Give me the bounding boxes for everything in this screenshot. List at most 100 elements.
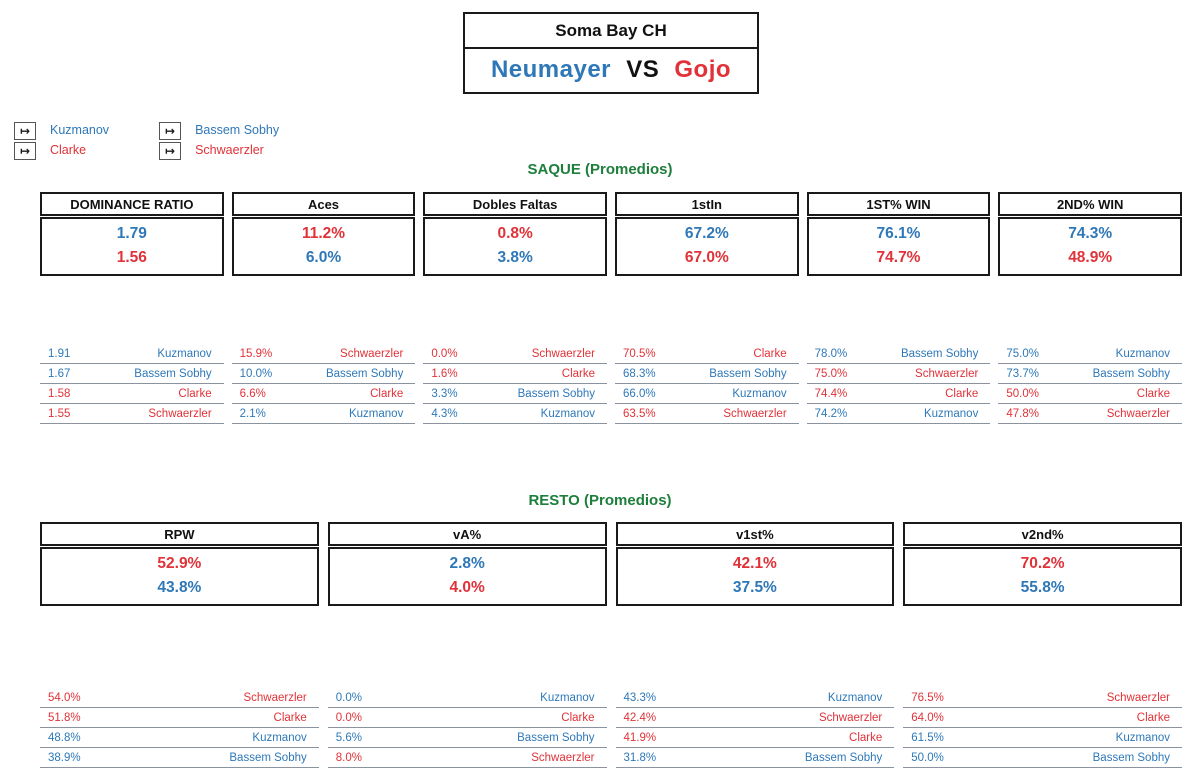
stat-values: 2.8% 4.0% bbox=[327, 547, 607, 606]
stat-box-1st-win: 1ST% WIN 76.1% 74.7% bbox=[806, 192, 991, 276]
ranking-value: 38.9% bbox=[48, 751, 81, 764]
ranking-player: Bassem Sobhy bbox=[229, 751, 307, 764]
legend-group-1: ↦ Kuzmanov ↦ Clarke bbox=[14, 120, 109, 160]
ranking-row: 1.58 Clarke bbox=[40, 384, 224, 404]
ranking-player: Bassem Sobhy bbox=[1092, 751, 1170, 764]
stat-value: 2.8% bbox=[449, 555, 485, 572]
ranking-player: Clarke bbox=[1136, 711, 1170, 724]
jump-arrow-button[interactable]: ↦ bbox=[14, 121, 36, 140]
ranking-value: 1.91 bbox=[48, 347, 71, 360]
ranking-value: 4.3% bbox=[431, 407, 458, 420]
ranking-value: 43.3% bbox=[623, 691, 657, 704]
ranking-player: Clarke bbox=[178, 387, 212, 400]
ranking-row: 73.7% Bassem Sobhy bbox=[998, 364, 1182, 384]
ranking-value: 6.6% bbox=[239, 387, 266, 400]
ranking-value: 75.0% bbox=[814, 367, 848, 380]
ranking-value: 66.0% bbox=[623, 387, 656, 400]
ranking-column: 0.0% Schwaerzler 1.6% Clarke 3.3% Bassem Sobh… bbox=[423, 344, 607, 424]
ranking-value: 75.0% bbox=[1006, 347, 1039, 360]
ranking-value: 54.0% bbox=[48, 691, 81, 704]
ranking-row: 6.6% Clarke bbox=[231, 384, 416, 404]
legend-row: ↦ Kuzmanov bbox=[14, 120, 109, 140]
ranking-column: 70.5% Clarke 68.3% Bassem Sobhy 66.0% Kuzmano… bbox=[615, 344, 799, 424]
ranking-row: 50.0% Bassem Sobhy bbox=[903, 748, 1182, 768]
ranking-row: 4.3% Kuzmanov bbox=[423, 404, 607, 424]
stat-label: Aces bbox=[231, 192, 416, 216]
ranking-player: Bassem Sobhy bbox=[1092, 367, 1170, 380]
ranking-row: 74.2% Kuzmanov bbox=[806, 404, 991, 424]
stat-values: 76.1% 74.7% bbox=[806, 217, 991, 276]
ranking-value: 2.1% bbox=[239, 407, 266, 420]
ranking-player: Clarke bbox=[849, 731, 883, 744]
ranking-value: 10.0% bbox=[239, 367, 273, 380]
stat-value: 4.0% bbox=[449, 579, 485, 596]
jump-arrow-button[interactable]: ↦ bbox=[159, 121, 182, 140]
stat-value: 3.8% bbox=[497, 249, 533, 266]
ranking-value: 70.5% bbox=[623, 347, 656, 360]
ranking-player: Kuzmanov bbox=[252, 731, 307, 744]
ranking-player: Schwaerzler bbox=[531, 751, 595, 764]
ranking-player: Schwaerzler bbox=[1106, 407, 1170, 420]
stat-value: 11.2% bbox=[301, 225, 346, 242]
section-title-saque: SAQUE (Promedios) bbox=[527, 161, 673, 178]
ranking-value: 50.0% bbox=[911, 751, 944, 764]
ranking-player: Bassem Sobhy bbox=[134, 367, 212, 380]
ranking-value: 5.6% bbox=[335, 731, 362, 744]
player2-name: Gojo bbox=[674, 56, 732, 83]
players-legend: ↦ Kuzmanov ↦ Clarke ↦ Bassem Sobhy ↦ Sch… bbox=[14, 120, 279, 160]
ranking-player: Schwaerzler bbox=[915, 367, 979, 380]
ranking-player: Bassem Sobhy bbox=[325, 367, 404, 380]
stat-value: 1.79 bbox=[116, 225, 147, 242]
saque-rankings-grid: 1.91 Kuzmanov 1.67 Bassem Sobhy 1.58 Clarke 1.… bbox=[40, 344, 1182, 424]
jump-arrow-button[interactable]: ↦ bbox=[14, 141, 36, 160]
ranking-value: 31.8% bbox=[623, 751, 657, 764]
ranking-player: Kuzmanov bbox=[540, 407, 595, 420]
legend-player-name: Bassem Sobhy bbox=[195, 123, 280, 137]
stat-box-dominance-ratio: DOMINANCE RATIO 1.79 1.56 bbox=[40, 192, 224, 276]
stat-values: 70.2% 55.8% bbox=[903, 547, 1182, 606]
ranking-row: 41.9% Clarke bbox=[615, 728, 895, 748]
legend-player-name: Clarke bbox=[50, 143, 87, 157]
ranking-player: Bassem Sobhy bbox=[517, 387, 595, 400]
ranking-row: 43.3% Kuzmanov bbox=[615, 688, 895, 708]
ranking-row: 64.0% Clarke bbox=[903, 708, 1182, 728]
stat-value: 42.1% bbox=[732, 555, 777, 572]
ranking-row: 0.0% Kuzmanov bbox=[327, 688, 607, 708]
ranking-row: 38.9% Bassem Sobhy bbox=[40, 748, 319, 768]
ranking-row: 0.0% Schwaerzler bbox=[423, 344, 607, 364]
ranking-player: Kuzmanov bbox=[1115, 731, 1170, 744]
player1-name: Neumayer bbox=[490, 56, 612, 83]
ranking-player: Kuzmanov bbox=[923, 407, 979, 420]
ranking-player: Clarke bbox=[753, 347, 787, 360]
ranking-player: Kuzmanov bbox=[540, 691, 595, 704]
stat-box-v1st-: v1st% 42.1% 37.5% bbox=[615, 522, 895, 606]
ranking-value: 41.9% bbox=[623, 731, 657, 744]
ranking-row: 1.6% Clarke bbox=[423, 364, 607, 384]
ranking-row: 75.0% Schwaerzler bbox=[806, 364, 991, 384]
ranking-row: 51.8% Clarke bbox=[40, 708, 319, 728]
legend-player-name: Kuzmanov bbox=[50, 123, 110, 137]
stat-values: 1.79 1.56 bbox=[40, 217, 224, 276]
stat-label: 1stIn bbox=[615, 192, 799, 216]
ranking-player: Schwaerzler bbox=[723, 407, 787, 420]
stat-value: 0.8% bbox=[497, 225, 533, 242]
matchup: Neumayer VS Gojo bbox=[465, 49, 757, 92]
ranking-value: 42.4% bbox=[623, 711, 657, 724]
ranking-value: 0.0% bbox=[335, 711, 362, 724]
ranking-row: 66.0% Kuzmanov bbox=[615, 384, 799, 404]
ranking-value: 47.8% bbox=[1006, 407, 1039, 420]
ranking-row: 5.6% Bassem Sobhy bbox=[327, 728, 607, 748]
ranking-value: 1.6% bbox=[431, 367, 458, 380]
stat-value: 74.7% bbox=[876, 249, 921, 266]
stat-value: 67.2% bbox=[684, 225, 729, 242]
ranking-player: Schwaerzler bbox=[1106, 691, 1170, 704]
ranking-player: Clarke bbox=[561, 711, 595, 724]
ranking-player: Schwaerzler bbox=[818, 711, 883, 724]
jump-arrow-icon: ↦ bbox=[19, 123, 31, 138]
ranking-value: 0.0% bbox=[335, 691, 362, 704]
ranking-value: 76.5% bbox=[911, 691, 944, 704]
stat-box-2nd-win: 2ND% WIN 74.3% 48.9% bbox=[998, 192, 1182, 276]
stat-box-va-: vA% 2.8% 4.0% bbox=[327, 522, 607, 606]
saque-stats-grid: DOMINANCE RATIO 1.79 1.56 Aces 11.2% 6.0% Dobl… bbox=[40, 192, 1182, 276]
jump-arrow-button[interactable]: ↦ bbox=[159, 141, 182, 160]
